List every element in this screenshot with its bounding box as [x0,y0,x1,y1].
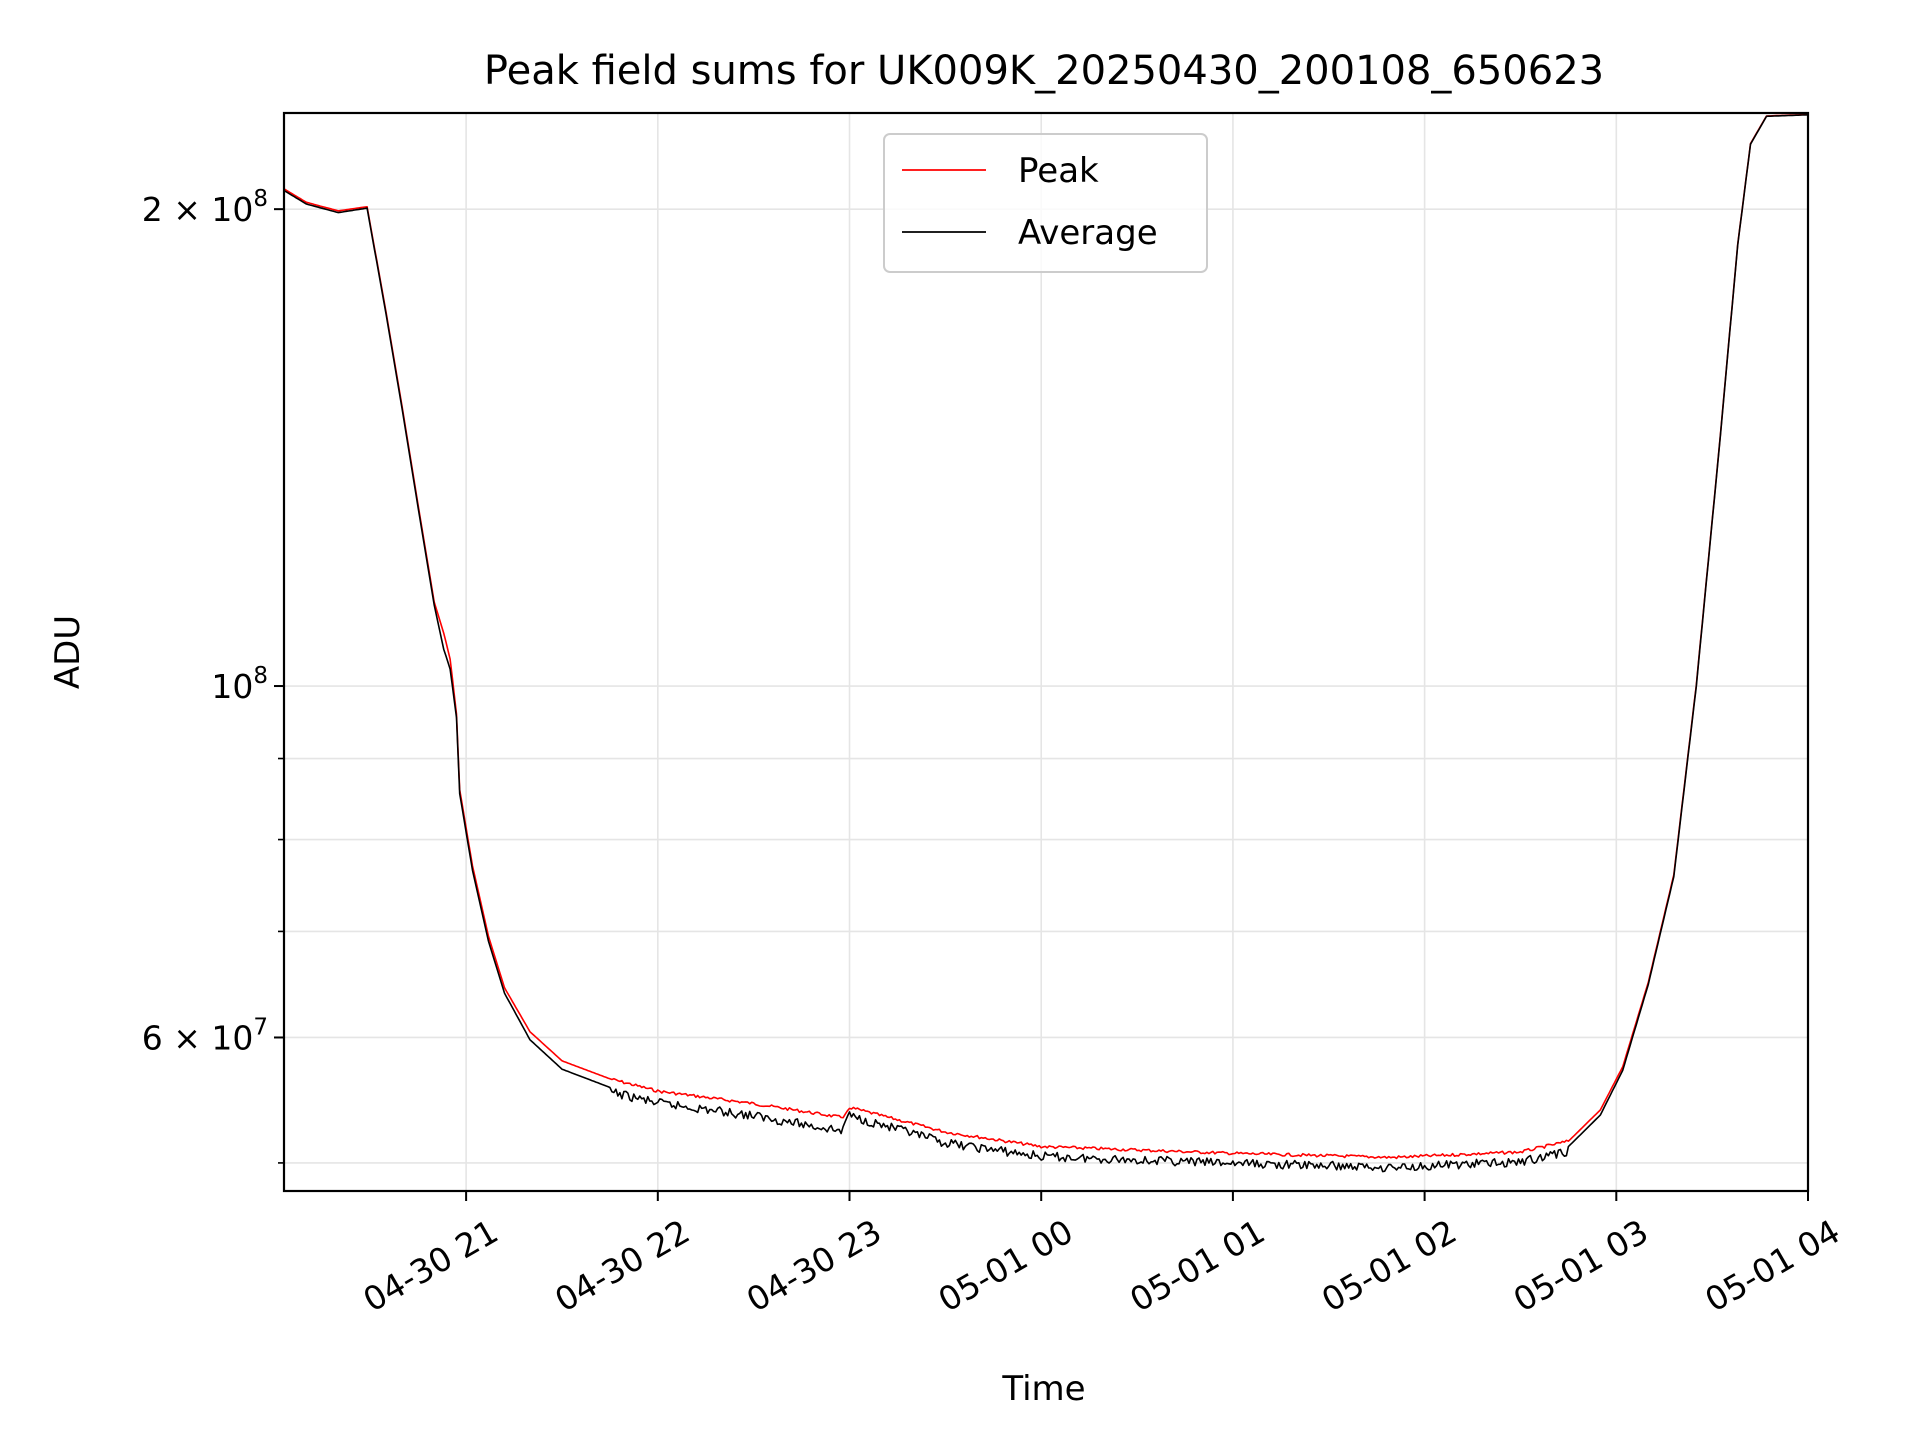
chart-title: Peak field sums for UK009K_20250430_2001… [484,48,1604,94]
legend-box [883,133,1208,273]
series-peak-line [283,113,1809,1160]
y-tick-label-exponent: 7 [253,1014,268,1040]
y-tick-label: 6 × 107 [142,1014,268,1057]
y-tick-label: 108 [211,663,268,706]
y-tick-label-base: 6 × 10 [142,1018,254,1057]
legend-peak-label: Peak [1018,151,1099,191]
x-axis-label: Time [1001,1369,1085,1409]
series-average-line [283,114,1809,1173]
y-tick-label: 2 × 108 [142,186,268,229]
legend-average-label: Average [1018,213,1158,253]
y-tick-label-base: 10 [211,667,253,706]
legend: Peak Average [883,133,1208,273]
axes-frame [282,111,1810,1193]
y-tick-label-base: 2 × 10 [142,190,254,229]
y-tick-label-exponent: 8 [253,186,268,212]
y-tick-label-exponent: 8 [253,663,268,689]
y-axis-label: ADU [48,615,88,689]
series-lines [283,113,1809,1173]
